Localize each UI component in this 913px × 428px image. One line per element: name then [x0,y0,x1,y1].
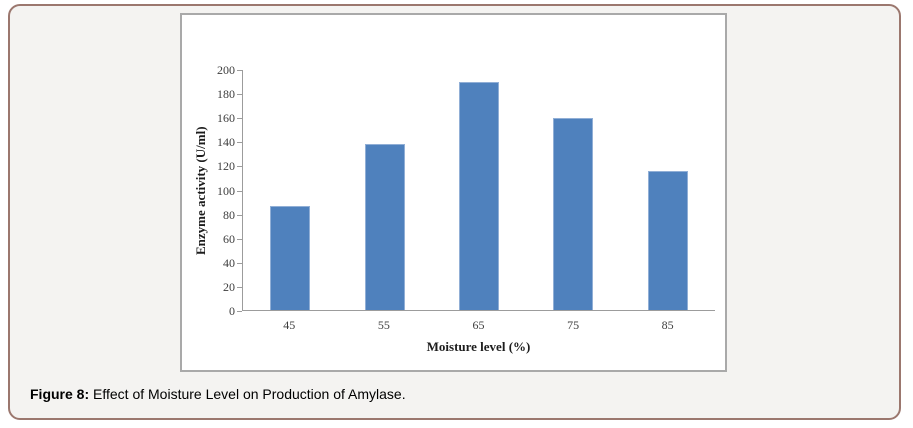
x-tick-label: 45 [283,318,296,332]
x-tick-label: 65 [472,318,485,332]
bar-slot-45 [243,70,337,310]
bar-slot-55 [337,70,431,310]
figure-caption-label: Figure 8: [30,386,90,402]
bar-45 [270,205,311,310]
figure-panel: Enzyme activity (U/ml) 0 20 40 60 80 100 120 14… [8,4,901,420]
bar-65 [459,82,500,310]
y-tick-mark [237,262,242,264]
figure-caption: Figure 8: Effect of Moisture Level on Pr… [30,385,406,403]
y-tick-label: 160 [217,111,235,126]
y-tick-label: 100 [217,183,235,198]
plot-area [242,70,715,311]
y-tick-mark [237,286,242,288]
y-tick-label: 60 [223,231,235,246]
bar-slot-65 [432,70,526,310]
y-tick-mark [237,166,242,168]
x-axis-labels: 45 55 65 75 85 [242,318,715,333]
y-tick-label: 80 [223,207,235,222]
y-tick-label: 20 [223,279,235,294]
y-tick-label: 140 [217,135,235,150]
y-tick-mark [237,238,242,240]
x-axis-title: Moisture level (%) [426,339,531,354]
y-tick-mark [237,142,242,144]
bar-85 [647,170,688,310]
y-tick-mark [237,70,242,71]
bar-slot-85 [621,70,715,310]
y-tick-mark [237,214,242,216]
x-tick-label: 55 [377,318,390,332]
y-tick-label: 200 [217,63,235,77]
y-tick-label: 120 [217,159,235,174]
y-tick-mark [237,190,242,192]
y-tick-label: 40 [223,255,235,270]
y-tick-mark [237,118,242,120]
y-tick-label: 180 [217,87,235,102]
figure-caption-text: Effect of Moisture Level on Production o… [89,386,406,402]
bar-55 [364,144,405,310]
y-tick-mark [237,94,242,96]
bar-slot-75 [526,70,620,310]
y-tick-mark [237,311,242,312]
x-tick-label: 85 [661,318,674,332]
bar-chart: Enzyme activity (U/ml) 0 20 40 60 80 100 120 14… [180,13,727,372]
y-tick-label: 0 [229,304,235,318]
x-tick-label: 75 [567,318,580,332]
bar-75 [553,118,594,310]
